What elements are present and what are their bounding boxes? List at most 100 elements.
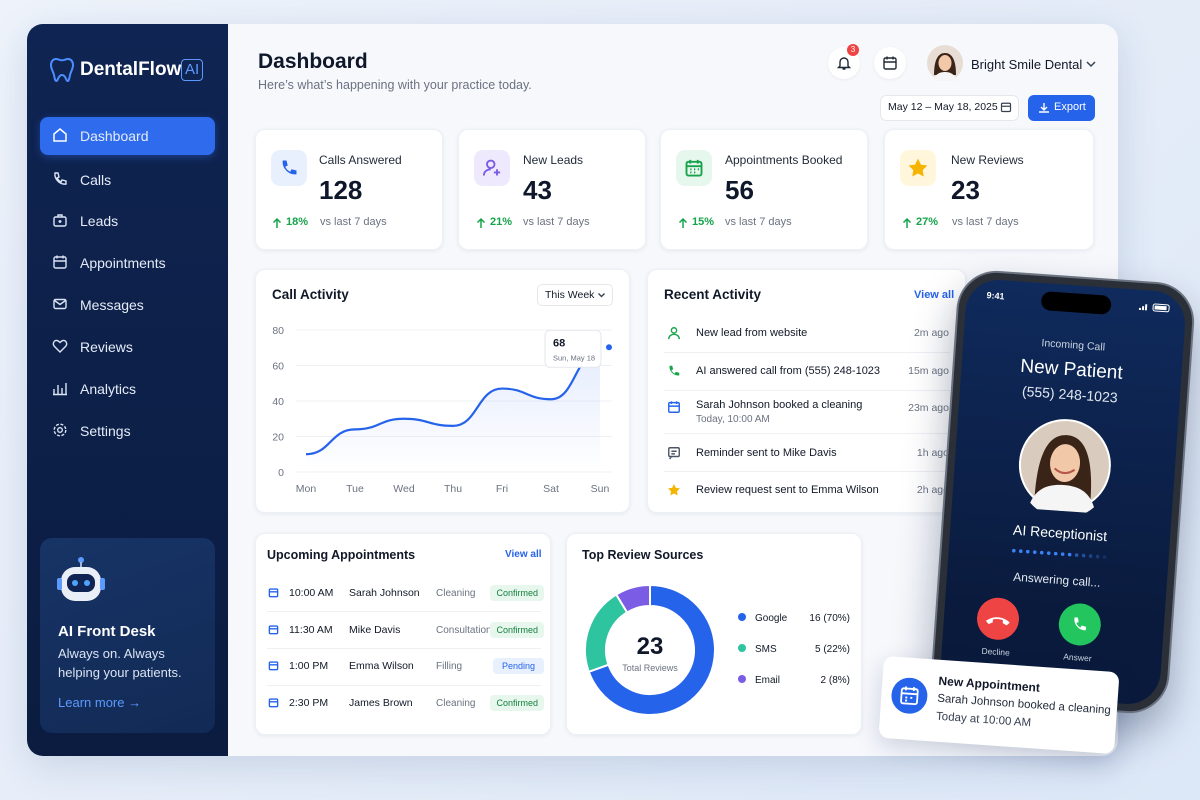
promo-text: Always on. Always helping your patients. (58, 646, 182, 680)
donut-total-label: Total Reviews (622, 663, 678, 673)
up-arrow (678, 217, 688, 228)
date-range-picker[interactable] (880, 95, 1019, 121)
stat-card (884, 129, 1094, 250)
nav-label: Messages (80, 297, 144, 313)
status-pill: Confirmed (490, 585, 544, 601)
stat-label: Calls Answered (319, 153, 402, 167)
nav-label: Leads (80, 213, 119, 229)
icon (1039, 103, 1049, 113)
page-title: Dashboard (258, 50, 368, 73)
export-button[interactable] (1028, 95, 1095, 121)
stat-change: 18% (286, 216, 309, 228)
legend-dot (738, 644, 746, 652)
date-range: May 12 – May 18, 2025 (888, 101, 998, 113)
activity-time: 23m ago (908, 402, 949, 414)
stat-icon (676, 150, 712, 186)
robot-icon (57, 557, 105, 601)
point (604, 342, 614, 353)
service: Cleaning (436, 588, 476, 599)
brand-name: DentalFlow (80, 59, 182, 80)
legend-dot (738, 675, 746, 683)
notification-card[interactable]: New Appointment Sarah Johnson booked a c… (878, 655, 1120, 755)
stat-value: 23 (951, 175, 980, 205)
decline-label: Decline (981, 645, 1011, 658)
icon (53, 383, 67, 396)
nav-item[interactable]: Messages (40, 286, 215, 324)
stat-label: New Reviews (951, 153, 1024, 167)
activity-text: AI answered call from (555) 248-1023 (696, 365, 881, 377)
stat-period: vs last 7 days (523, 216, 590, 228)
appointment-time: 1:00 PM (289, 660, 329, 672)
answer-button[interactable] (1056, 601, 1103, 648)
notification-badge: 3 (847, 44, 859, 56)
patient-name: James Brown (349, 697, 413, 709)
activity-time: 1h ago (916, 447, 949, 459)
divider (267, 685, 541, 686)
stat-icon (271, 150, 307, 186)
card-title: Recent Activity (664, 287, 762, 302)
chevron (1086, 61, 1096, 68)
legend-value: 5 (22%) (815, 644, 850, 655)
divider (664, 433, 950, 434)
service: Consultation (436, 625, 492, 636)
avatar[interactable] (927, 45, 963, 81)
legend-label: SMS (755, 644, 777, 655)
tooltip-value: 68 (553, 337, 565, 349)
nav-item[interactable]: Settings (40, 412, 215, 450)
y-tick-label: 60 (272, 361, 284, 373)
service: Filling (436, 661, 463, 672)
stat-change: 27% (916, 216, 939, 228)
promo-link[interactable]: Learn more → (58, 695, 142, 710)
donut-total: 23 (637, 633, 664, 660)
icon (52, 339, 68, 353)
calendar-button[interactable] (874, 47, 906, 79)
activity-detail: Today, 10:00 AM (696, 414, 770, 425)
decline-button[interactable] (975, 595, 1022, 642)
period-dropdown[interactable] (537, 284, 613, 306)
stat-icon (474, 150, 510, 186)
waveform (1011, 548, 1107, 559)
donut-segment (614, 583, 651, 614)
up-arrow (476, 217, 486, 228)
icon (53, 128, 67, 142)
donut-segment (587, 583, 716, 716)
y-tick-label: 80 (272, 325, 284, 337)
divider (664, 390, 950, 391)
icon (268, 698, 279, 708)
stat-value: 43 (523, 175, 552, 205)
stat-change: 15% (692, 216, 715, 228)
nav-item[interactable]: Dashboard (40, 117, 215, 155)
stat-change: 21% (490, 216, 513, 228)
call-state: Answering call... (1012, 569, 1101, 590)
stat-label: New Leads (523, 153, 584, 167)
activity-time: 2h ago (916, 484, 949, 496)
status-pill: Confirmed (490, 695, 544, 711)
y-tick-label: 0 (278, 467, 284, 479)
nav-item[interactable]: Calls (40, 161, 215, 199)
nav-item[interactable]: Leads (40, 202, 215, 240)
x-tick-label: Sun (591, 483, 610, 495)
phone: 9:41 Incoming Call New Patient (555) 248… (929, 268, 1197, 716)
nav-item[interactable]: Reviews (40, 328, 215, 366)
tooltip (544, 329, 602, 368)
icon (669, 365, 680, 376)
account-name[interactable]: Bright Smile Dental (971, 57, 1083, 72)
divider (664, 471, 950, 472)
nav-item[interactable]: Analytics (40, 370, 215, 408)
status-icons (1138, 303, 1170, 313)
divider (664, 352, 950, 353)
view-all-link[interactable]: View all (505, 549, 542, 560)
status-pill: Pending (492, 658, 544, 674)
logo-icon (50, 57, 74, 83)
stat-period: vs last 7 days (725, 216, 792, 228)
y-tick-label: 40 (272, 396, 284, 408)
nav-label: Settings (80, 423, 131, 439)
nav-label: Appointments (80, 255, 166, 271)
nav-label: Reviews (80, 339, 133, 355)
nav-item[interactable]: Appointments (40, 244, 215, 282)
nav-label: Calls (80, 172, 112, 188)
dynamic-island (1040, 291, 1112, 315)
icon (268, 588, 279, 598)
view-all-link[interactable]: View all (914, 289, 955, 301)
